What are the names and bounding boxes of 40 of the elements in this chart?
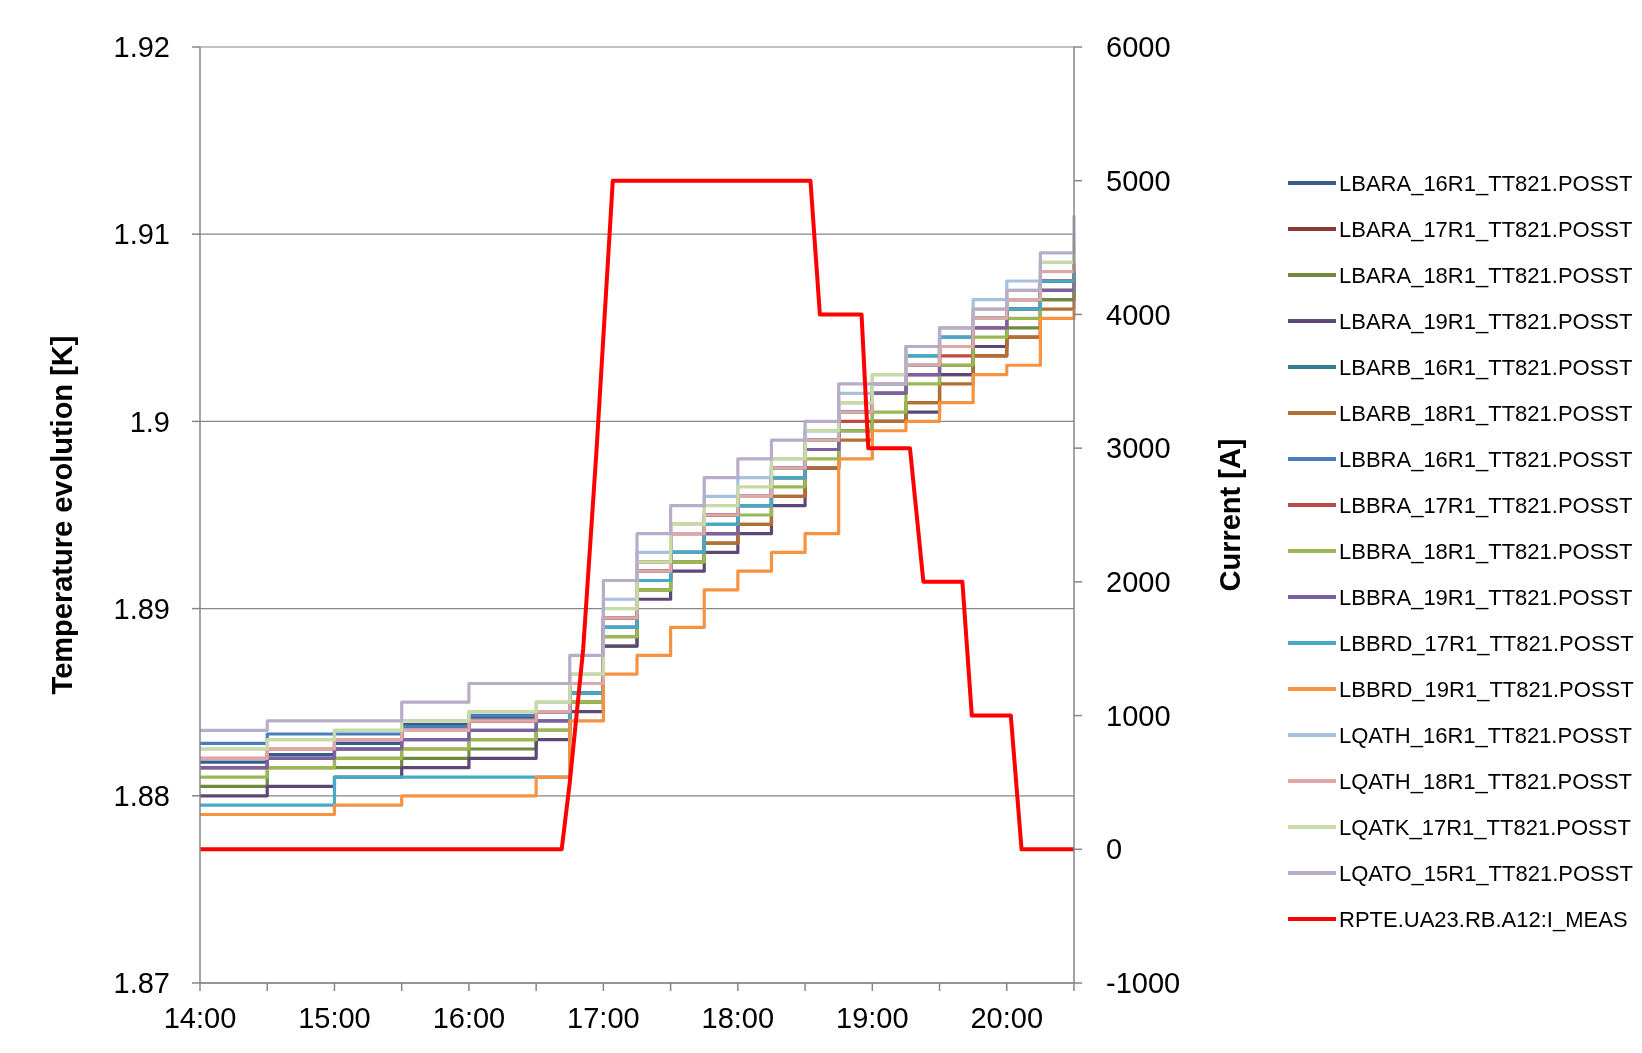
- legend-label: LBBRA_19R1_TT821.POSST: [1339, 584, 1633, 610]
- legend-label: LBBRA_17R1_TT821.POSST: [1339, 492, 1633, 518]
- y2-tick-label: 1000: [1106, 699, 1171, 732]
- legend-label: LBARA_18R1_TT821.POSST: [1339, 262, 1633, 288]
- y2-tick-label: 4000: [1106, 298, 1171, 331]
- legend-label: LBARA_19R1_TT821.POSST: [1339, 308, 1633, 334]
- x-tick-label: 15:00: [298, 1002, 371, 1034]
- y2-tick-label: 3000: [1106, 432, 1171, 465]
- y-axis-title: Temperature evolution [K]: [46, 335, 78, 695]
- legend-label: LQATH_16R1_TT821.POSST: [1339, 722, 1633, 748]
- legend-label: LBBRA_18R1_TT821.POSST: [1339, 538, 1633, 564]
- legend-label: LBARB_16R1_TT821.POSST: [1339, 354, 1633, 380]
- legend-label: LBARB_18R1_TT821.POSST: [1339, 400, 1633, 426]
- legend-label: LBBRD_17R1_TT821.POSST: [1339, 630, 1634, 656]
- legend-label: LBBRA_16R1_TT821.POSST: [1339, 446, 1633, 472]
- x-tick-label: 19:00: [836, 1002, 909, 1034]
- x-tick-label: 20:00: [970, 1002, 1044, 1034]
- y2-tick-label: 5000: [1106, 164, 1171, 197]
- y-tick-label: 1.88: [113, 779, 170, 812]
- y2-tick-label: 2000: [1106, 566, 1171, 599]
- y2-axis-title: Current [A]: [1214, 438, 1246, 592]
- y-tick-label: 1.9: [129, 405, 170, 438]
- y-tick-label: 1.91: [113, 218, 170, 251]
- y-tick-label: 1.92: [113, 31, 170, 64]
- y-tick-label: 1.87: [113, 967, 170, 1000]
- legend-label: LQATK_17R1_TT821.POSST: [1339, 814, 1631, 840]
- x-tick-label: 17:00: [567, 1002, 640, 1034]
- y2-tick-label: 0: [1106, 833, 1123, 866]
- x-tick-label: 14:00: [163, 1002, 237, 1034]
- y2-tick-label: -1000: [1106, 967, 1181, 1000]
- legend-label: LQATO_15R1_TT821.POSST: [1339, 860, 1633, 886]
- x-tick-label: 18:00: [701, 1002, 775, 1034]
- y2-tick-label: 6000: [1106, 31, 1171, 64]
- legend-label: RPTE.UA23.RB.A12:I_MEAS: [1339, 906, 1628, 932]
- x-tick-label: 16:00: [432, 1002, 506, 1034]
- y-tick-label: 1.89: [113, 592, 170, 625]
- legend-label: LBBRD_19R1_TT821.POSST: [1339, 676, 1634, 702]
- legend-label: LQATH_18R1_TT821.POSST: [1339, 768, 1633, 794]
- legend-label: LBARA_17R1_TT821.POSST: [1339, 216, 1633, 242]
- legend-label: LBARA_16R1_TT821.POSST: [1339, 170, 1633, 196]
